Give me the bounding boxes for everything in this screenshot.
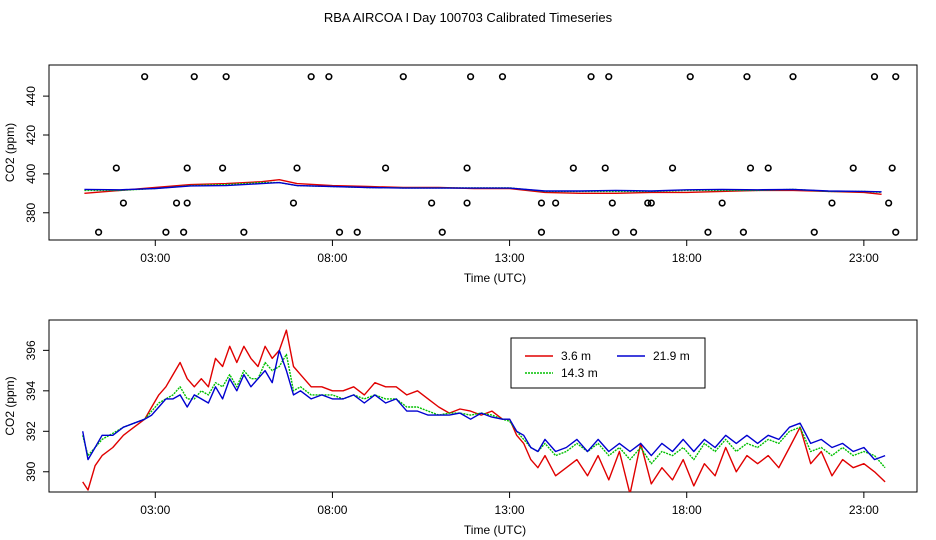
flagged-point [219, 164, 227, 172]
flagged-point [608, 199, 616, 207]
flagged-point [789, 73, 797, 81]
flagged-point [718, 199, 726, 207]
flagged-point [428, 199, 436, 207]
flagged-point [183, 199, 191, 207]
series-line-21-9-m [82, 349, 886, 461]
y-tick-label: 380 [24, 202, 38, 222]
x-tick-label: 03:00 [140, 503, 170, 517]
y-tick-label: 394 [24, 380, 38, 400]
flagged-point [892, 228, 900, 236]
flagged-point [629, 228, 638, 236]
flagged-point [399, 73, 407, 81]
flagged-point [381, 164, 390, 172]
flagged-point [537, 199, 546, 207]
flagged-point [587, 73, 595, 81]
flagged-point [739, 228, 748, 236]
flagged-point [467, 73, 475, 81]
plot-frame [48, 64, 918, 241]
y-tick-label: 400 [24, 164, 38, 184]
series-line-3-6-m [84, 178, 882, 195]
flagged-point [180, 228, 188, 236]
flagged-point [222, 73, 230, 81]
x-tick-label: 08:00 [317, 503, 347, 517]
flagged-point [647, 199, 655, 207]
x-tick-label: 18:00 [672, 251, 702, 265]
x-tick-label: 18:00 [672, 503, 702, 517]
flagged-point [764, 164, 772, 172]
flagged-point [463, 199, 471, 207]
flagged-point [686, 73, 694, 81]
x-tick-label: 23:00 [849, 503, 879, 517]
flagged-point [119, 199, 127, 207]
flagged-point [325, 73, 333, 81]
legend: 3.6 m 14.3 m 21.9 m [510, 337, 706, 389]
series-line-3-6-m [82, 329, 886, 492]
flagged-point [810, 228, 818, 236]
x-tick-label: 13:00 [495, 251, 525, 265]
flagged-point [569, 164, 577, 172]
flagged-point [870, 73, 879, 81]
x-axis-label: Time (UTC) [464, 523, 526, 537]
flagged-point [162, 228, 170, 236]
flagged-point [289, 199, 298, 207]
flagged-point [892, 73, 900, 81]
y-tick-label: 396 [24, 340, 38, 360]
flagged-point [746, 164, 755, 172]
flagged-point [463, 164, 471, 172]
flagged-point [307, 73, 315, 81]
bottom-panel-zoomed: 03:00 08:00 13:00 18:00 23:00 Time (UTC) 390 39… [3, 319, 918, 537]
top-panel-all-levels: 03:00 08:00 13:00 18:00 23:00 Time (UTC) 380 40… [3, 64, 918, 285]
x-tick-label: 03:00 [140, 251, 170, 265]
flagged-point [335, 228, 344, 236]
flagged-point [743, 73, 751, 81]
plot-area [84, 73, 900, 236]
flagged-point [888, 164, 896, 172]
legend-label: 21.9 m [653, 349, 690, 363]
flagged-point [141, 73, 149, 81]
series-line-21-9-m [84, 181, 882, 193]
flagged-point [112, 164, 120, 172]
x-tick-label: 08:00 [317, 251, 347, 265]
flagged-point [537, 228, 546, 236]
flagged-point [612, 228, 620, 236]
flagged-point [172, 199, 181, 207]
x-tick-label: 23:00 [849, 251, 879, 265]
flagged-point [704, 228, 712, 236]
y-tick-label: 392 [24, 421, 38, 441]
flagged-point [644, 199, 652, 207]
x-tick-label: 13:00 [495, 503, 525, 517]
legend-label: 3.6 m [561, 349, 591, 363]
y-tick-label: 390 [24, 461, 38, 481]
legend-label: 14.3 m [561, 366, 598, 380]
flagged-point [438, 228, 446, 236]
flagged-point [353, 228, 361, 236]
plot-area [82, 329, 886, 492]
figure-title: RBA AIRCOA I Day 100703 Calibrated Times… [324, 10, 613, 25]
y-axis-label: CO2 (ppm) [3, 123, 17, 182]
flagged-point [605, 73, 613, 81]
plot-frame [48, 319, 918, 493]
flagged-point [668, 164, 677, 172]
legend-box [510, 337, 706, 389]
flagged-point [601, 164, 609, 172]
flagged-point [240, 228, 248, 236]
y-tick-label: 440 [24, 86, 38, 106]
flagged-point [498, 73, 507, 81]
y-axis-label: CO2 (ppm) [3, 376, 17, 435]
flagged-point [293, 164, 301, 172]
flagged-point [94, 228, 103, 236]
flagged-point [885, 199, 893, 207]
y-tick-label: 420 [24, 125, 38, 145]
flagged-point [183, 164, 191, 172]
flagged-point [828, 199, 836, 207]
flagged-point [849, 164, 857, 172]
flagged-point [190, 73, 198, 81]
flagged-point [552, 199, 560, 207]
x-axis-label: Time (UTC) [464, 271, 526, 285]
series-line-14-3-m [82, 353, 886, 469]
